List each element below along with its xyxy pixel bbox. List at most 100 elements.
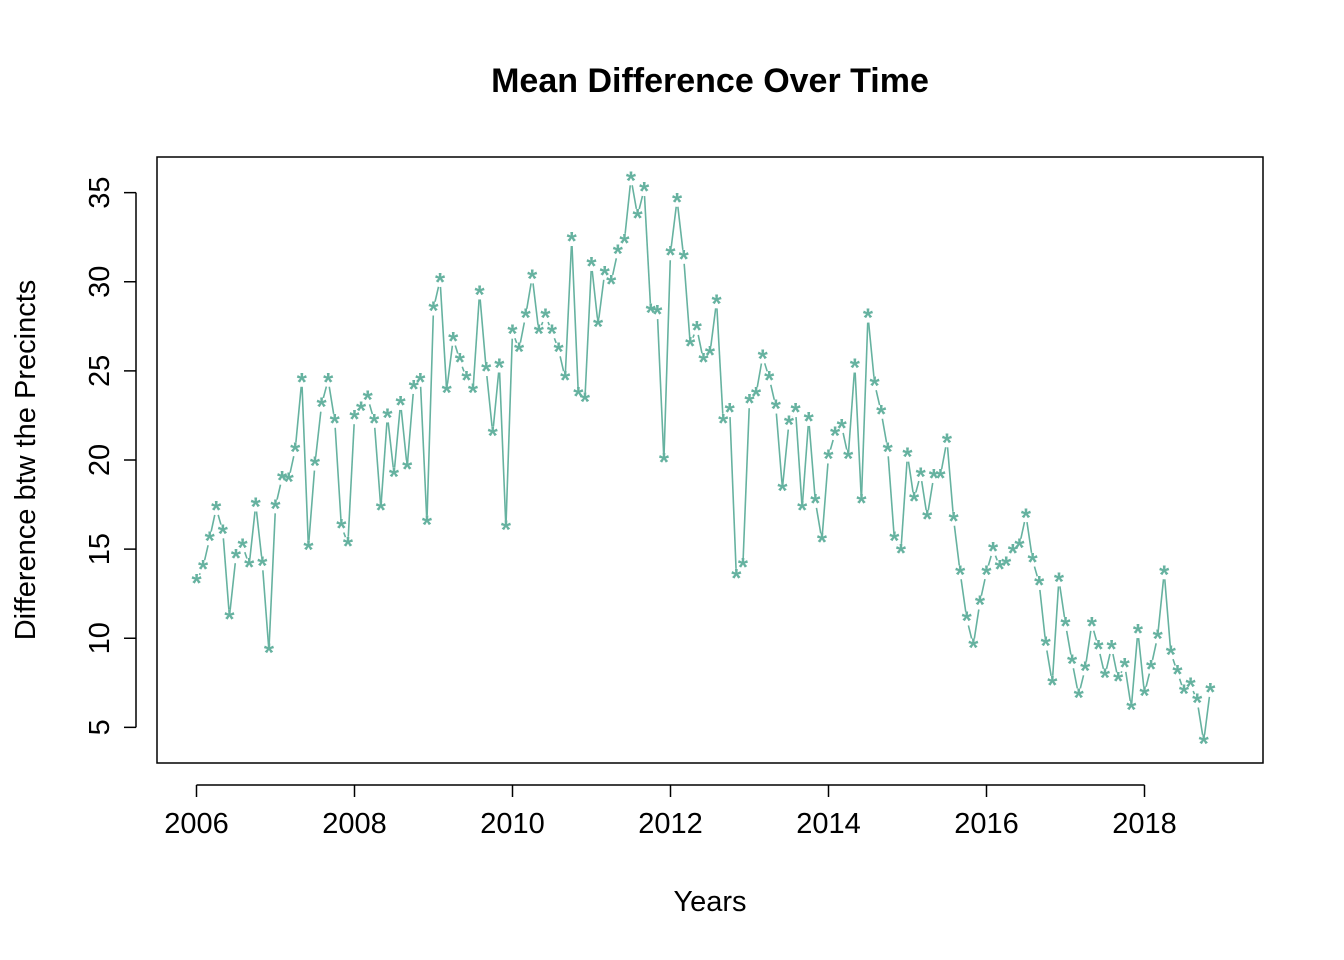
- series-segment: [1172, 658, 1176, 666]
- data-point: *: [1047, 670, 1058, 700]
- series-segment: [446, 345, 454, 384]
- series-segment: [692, 334, 695, 338]
- x-axis-label: Years: [673, 886, 746, 918]
- data-point: *: [284, 467, 295, 497]
- series-segment: [670, 206, 678, 247]
- data-point: *: [1172, 659, 1183, 689]
- data-point: *: [468, 377, 479, 407]
- data-point: *: [501, 515, 512, 545]
- series-segment: [1105, 653, 1111, 670]
- data-point: *: [494, 353, 505, 383]
- series-segment: [829, 439, 834, 450]
- series-segment: [434, 286, 440, 302]
- series-segment: [492, 372, 500, 427]
- data-point: *: [1153, 623, 1164, 653]
- data-point: *: [830, 420, 841, 450]
- series-segment: [920, 481, 927, 511]
- series-segment: [1099, 653, 1105, 670]
- data-point: *: [929, 463, 940, 493]
- series-segment: [461, 366, 465, 372]
- series-segment: [244, 551, 248, 559]
- series-segment: [867, 322, 875, 377]
- data-point: *: [422, 509, 433, 539]
- series-segment: [1151, 643, 1157, 661]
- data-point: *: [1192, 688, 1203, 718]
- data-point: *: [850, 353, 861, 383]
- data-point: *: [218, 518, 229, 548]
- data-point: *: [363, 385, 374, 415]
- data-point: *: [968, 632, 979, 662]
- data-point: *: [1106, 634, 1117, 664]
- data-point: *: [1126, 695, 1137, 725]
- series-segment: [203, 545, 209, 561]
- data-point: *: [382, 402, 393, 432]
- y-tick-label: 20: [84, 444, 116, 476]
- data-point: *: [238, 533, 249, 563]
- series-segment: [716, 308, 724, 414]
- series-segment: [532, 283, 539, 325]
- series-segment: [210, 514, 216, 532]
- series-segment: [426, 315, 435, 516]
- data-point: *: [389, 461, 400, 491]
- series-segment: [519, 322, 526, 343]
- data-point: *: [1113, 666, 1124, 696]
- series-1: * * * * * * * * * * * * * * * * * * * * * * * * * * * * * * * * * * * * * * * *…: [191, 165, 1216, 758]
- x-tick-label: 2016: [954, 808, 1019, 840]
- data-point: *: [600, 260, 611, 290]
- data-point: *: [738, 552, 749, 582]
- series-segment: [308, 470, 316, 541]
- series-segment: [900, 461, 908, 544]
- data-point: *: [659, 447, 670, 477]
- data-point: *: [191, 568, 202, 598]
- data-point: *: [547, 319, 558, 349]
- data-point: *: [672, 187, 683, 217]
- data-point: *: [514, 336, 525, 366]
- data-point: *: [725, 397, 736, 427]
- data-point: *: [264, 638, 275, 668]
- series-segment: [643, 196, 652, 304]
- series-segment: [710, 308, 717, 347]
- data-point: *: [580, 386, 591, 416]
- data-point: *: [975, 590, 986, 620]
- data-point: *: [902, 442, 913, 472]
- series-segment: [1085, 630, 1092, 662]
- series-segment: [775, 413, 783, 482]
- y-tick-label: 15: [84, 533, 116, 565]
- data-point: *: [988, 536, 999, 566]
- data-point: *: [356, 395, 367, 425]
- series-segment: [249, 511, 256, 559]
- series-segment: [842, 432, 848, 450]
- data-point: *: [876, 399, 887, 429]
- series-segment: [677, 206, 684, 250]
- data-point: *: [1139, 680, 1150, 710]
- series-segment: [217, 514, 222, 525]
- data-point: *: [409, 374, 420, 404]
- data-point: *: [758, 344, 769, 374]
- series-segment: [1203, 696, 1211, 735]
- series-segment: [940, 447, 947, 470]
- series-segment: [439, 286, 448, 384]
- series-segment: [553, 337, 557, 344]
- series-segment: [742, 408, 750, 559]
- data-point: *: [349, 404, 360, 434]
- data-point: *: [1093, 634, 1104, 664]
- data-point: *: [442, 377, 453, 407]
- series-segment: [1020, 521, 1026, 539]
- data-point: *: [1146, 654, 1157, 684]
- series-segment: [347, 424, 355, 537]
- series-segment: [1039, 589, 1046, 637]
- data-point: *: [856, 488, 867, 518]
- data-point: *: [1001, 550, 1012, 580]
- series-segment: [987, 555, 992, 566]
- data-point: *: [1166, 639, 1177, 669]
- series-segment: [314, 411, 322, 457]
- data-point: *: [1067, 648, 1078, 678]
- x-tick-label: 2014: [796, 808, 861, 840]
- series-segment: [301, 386, 309, 541]
- data-point: *: [336, 513, 347, 543]
- series-segment: [763, 363, 768, 372]
- data-point: *: [540, 303, 551, 333]
- series-segment: [547, 321, 551, 326]
- data-point: *: [698, 347, 709, 377]
